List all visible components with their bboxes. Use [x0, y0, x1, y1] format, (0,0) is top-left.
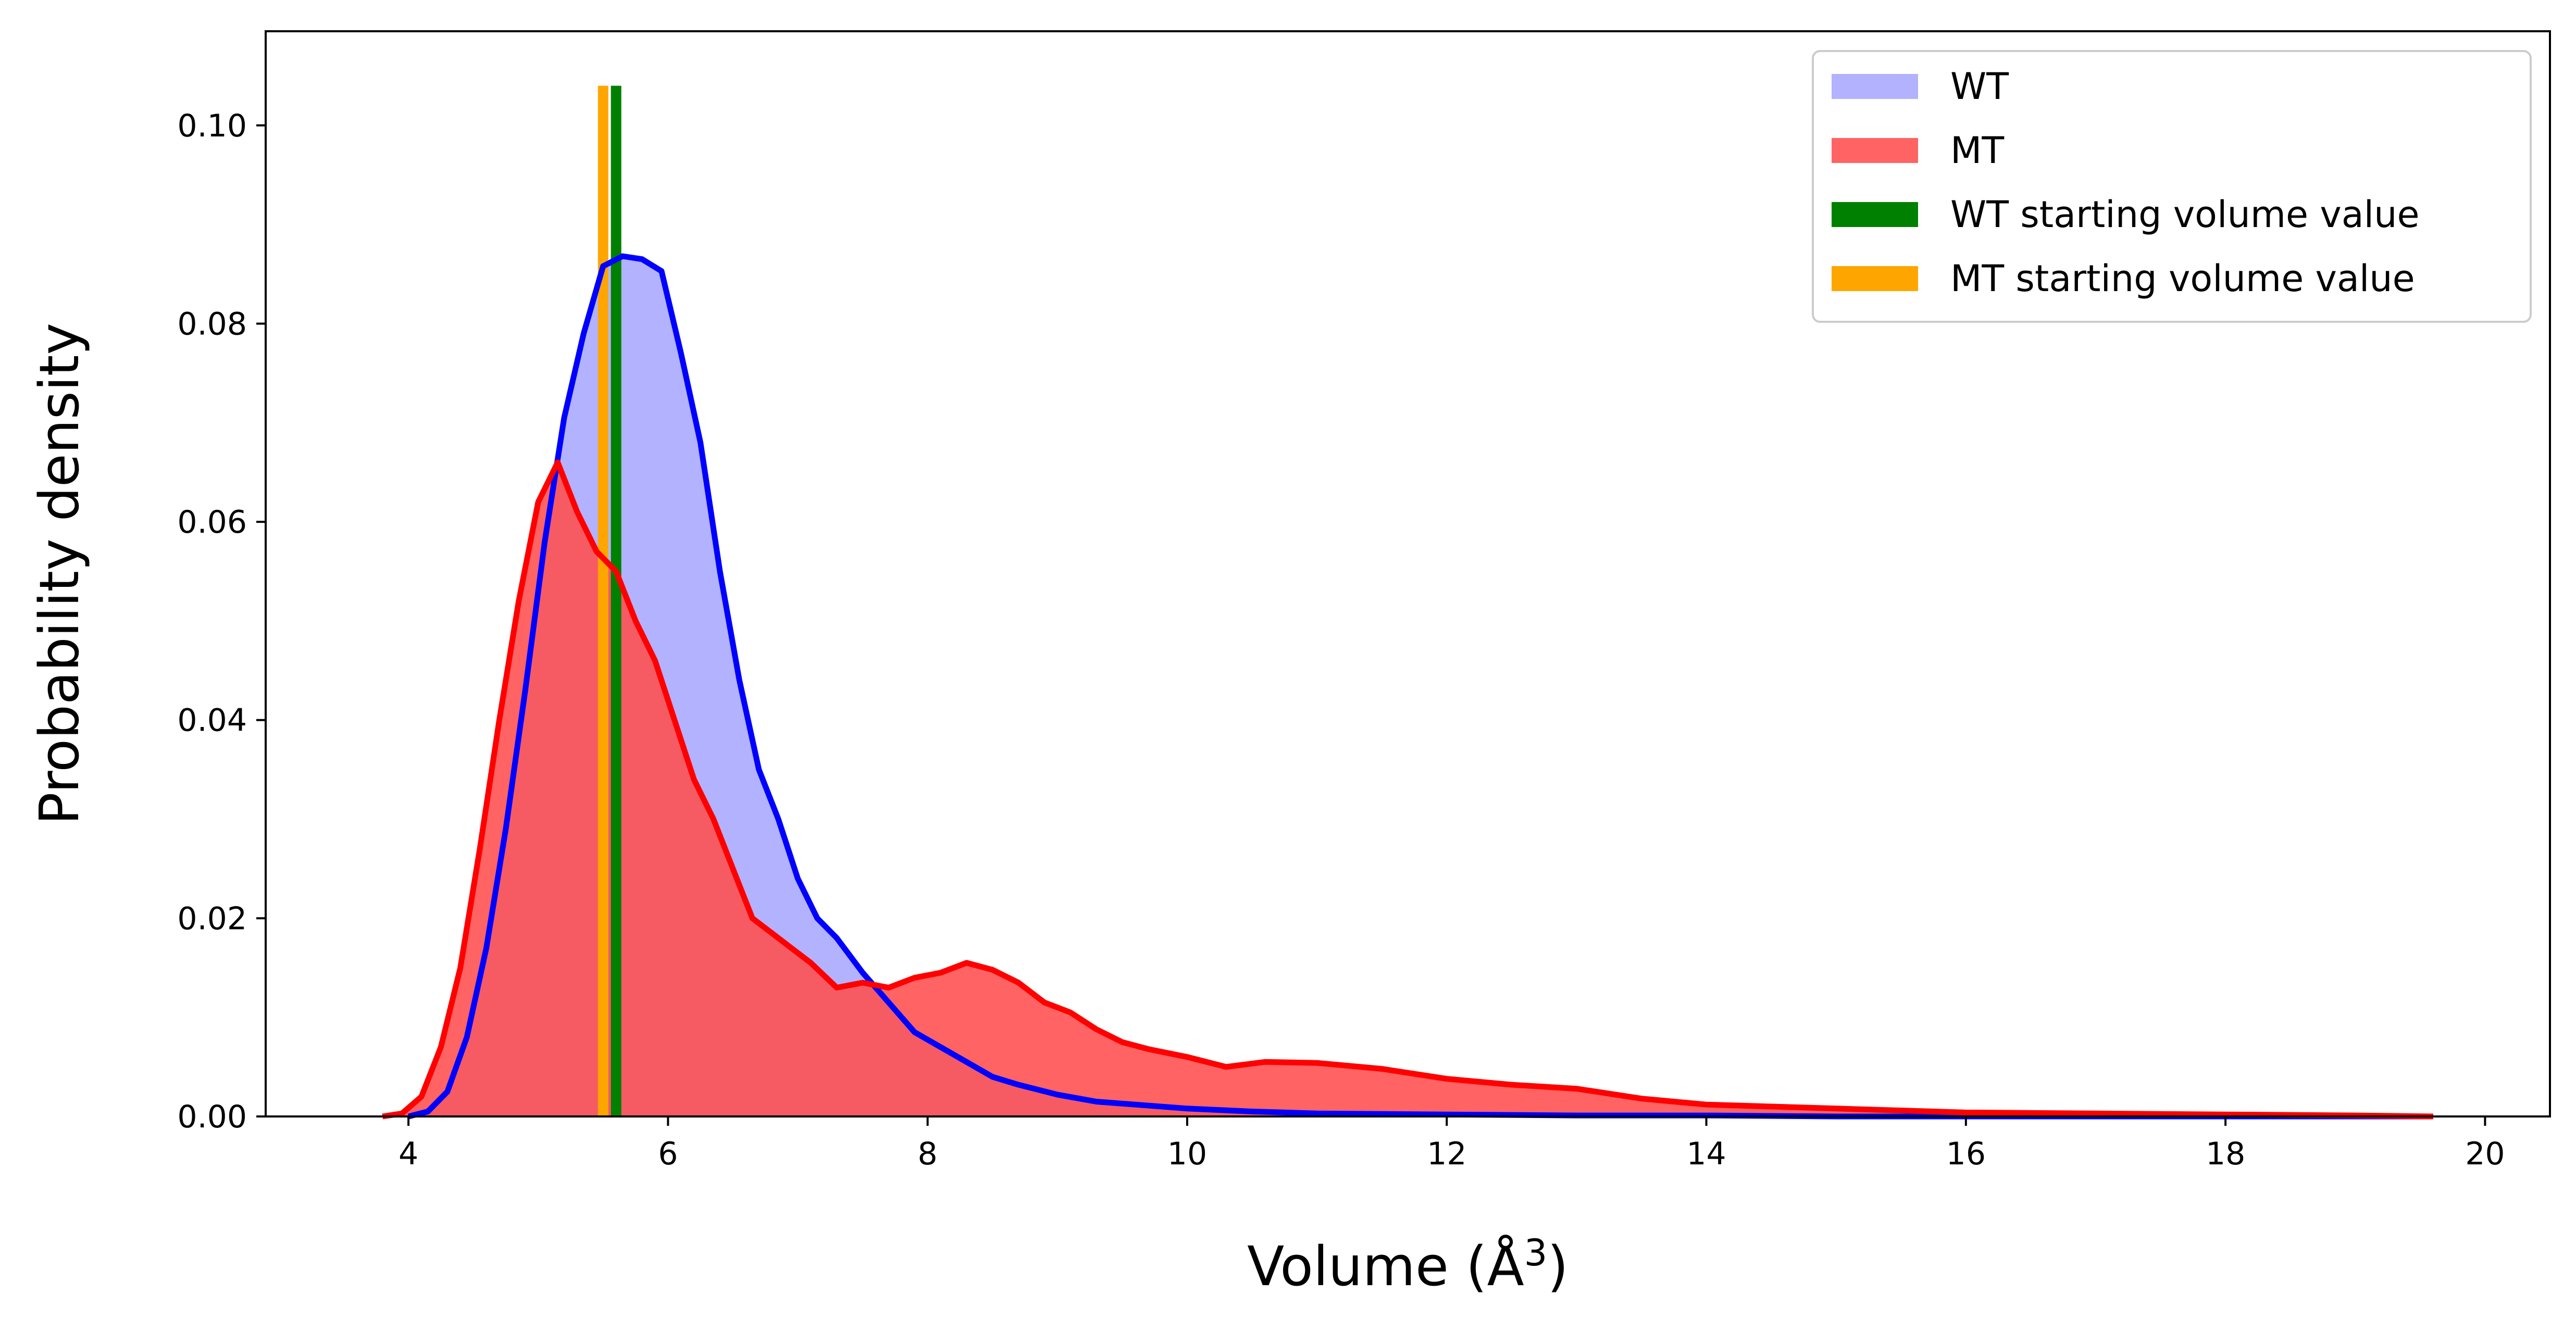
- y-tick-label: 0.00: [177, 1099, 247, 1135]
- x-axis-label-close: ): [1547, 1235, 1569, 1298]
- y-tick-label: 0.06: [177, 504, 247, 541]
- vline-mt-starting-volume-value: [598, 85, 608, 1117]
- x-axis-label: Volume (Å3): [1247, 1232, 1569, 1298]
- x-tick-label: 4: [399, 1136, 418, 1172]
- vline-wt-starting-volume-value: [611, 85, 621, 1117]
- y-axis-label: Probability density: [28, 323, 91, 825]
- series-area-mt: [382, 462, 2433, 1116]
- series-line-mt: [382, 459, 2433, 1120]
- y-tick-label: 0.10: [177, 108, 247, 144]
- x-tick-label: 20: [2465, 1136, 2505, 1172]
- plot-area: [382, 85, 2433, 1120]
- x-axis-label-main: Volume (Å: [1247, 1235, 1524, 1298]
- y-tick-label: 0.04: [177, 702, 247, 739]
- series-line-wt: [407, 253, 2433, 1120]
- x-tick-label: 6: [658, 1136, 678, 1172]
- y-tick-label: 0.02: [177, 900, 247, 937]
- x-tick-label: 8: [918, 1136, 938, 1172]
- x-axis-label-superscript: 3: [1524, 1232, 1548, 1274]
- legend: WT MT WT starting volume value MT starting …: [1812, 50, 2532, 323]
- legend-box: [1812, 50, 2532, 323]
- legend-swatch-wt: [1832, 74, 1918, 99]
- x-tick-label: 10: [1167, 1136, 1207, 1172]
- x-tick-label: 18: [2206, 1136, 2245, 1172]
- y-tick-label: 0.08: [177, 306, 247, 342]
- legend-swatch-wt-starting-volume-value: [1832, 202, 1918, 227]
- legend-swatch-mt-starting-volume-value: [1832, 266, 1918, 291]
- axes-frame: [265, 30, 2551, 1117]
- legend-label-mt: MT: [1950, 129, 2004, 172]
- x-tick-label: 14: [1686, 1136, 1726, 1172]
- x-tick-label: 16: [1946, 1136, 1986, 1172]
- x-tick-label: 12: [1427, 1136, 1466, 1172]
- legend-label-wt: WT: [1950, 65, 2009, 108]
- legend-label-mt-starting-volume-value: MT starting volume value: [1950, 257, 2415, 300]
- legend-swatch-mt: [1832, 138, 1918, 163]
- axis-ticks: 4 6 8 10 12 14 16 18 20 0.00 0.02 0.04 0.06 0.08 0.10: [177, 108, 2505, 1172]
- legend-label-wt-starting-volume-value: WT starting volume value: [1950, 193, 2420, 236]
